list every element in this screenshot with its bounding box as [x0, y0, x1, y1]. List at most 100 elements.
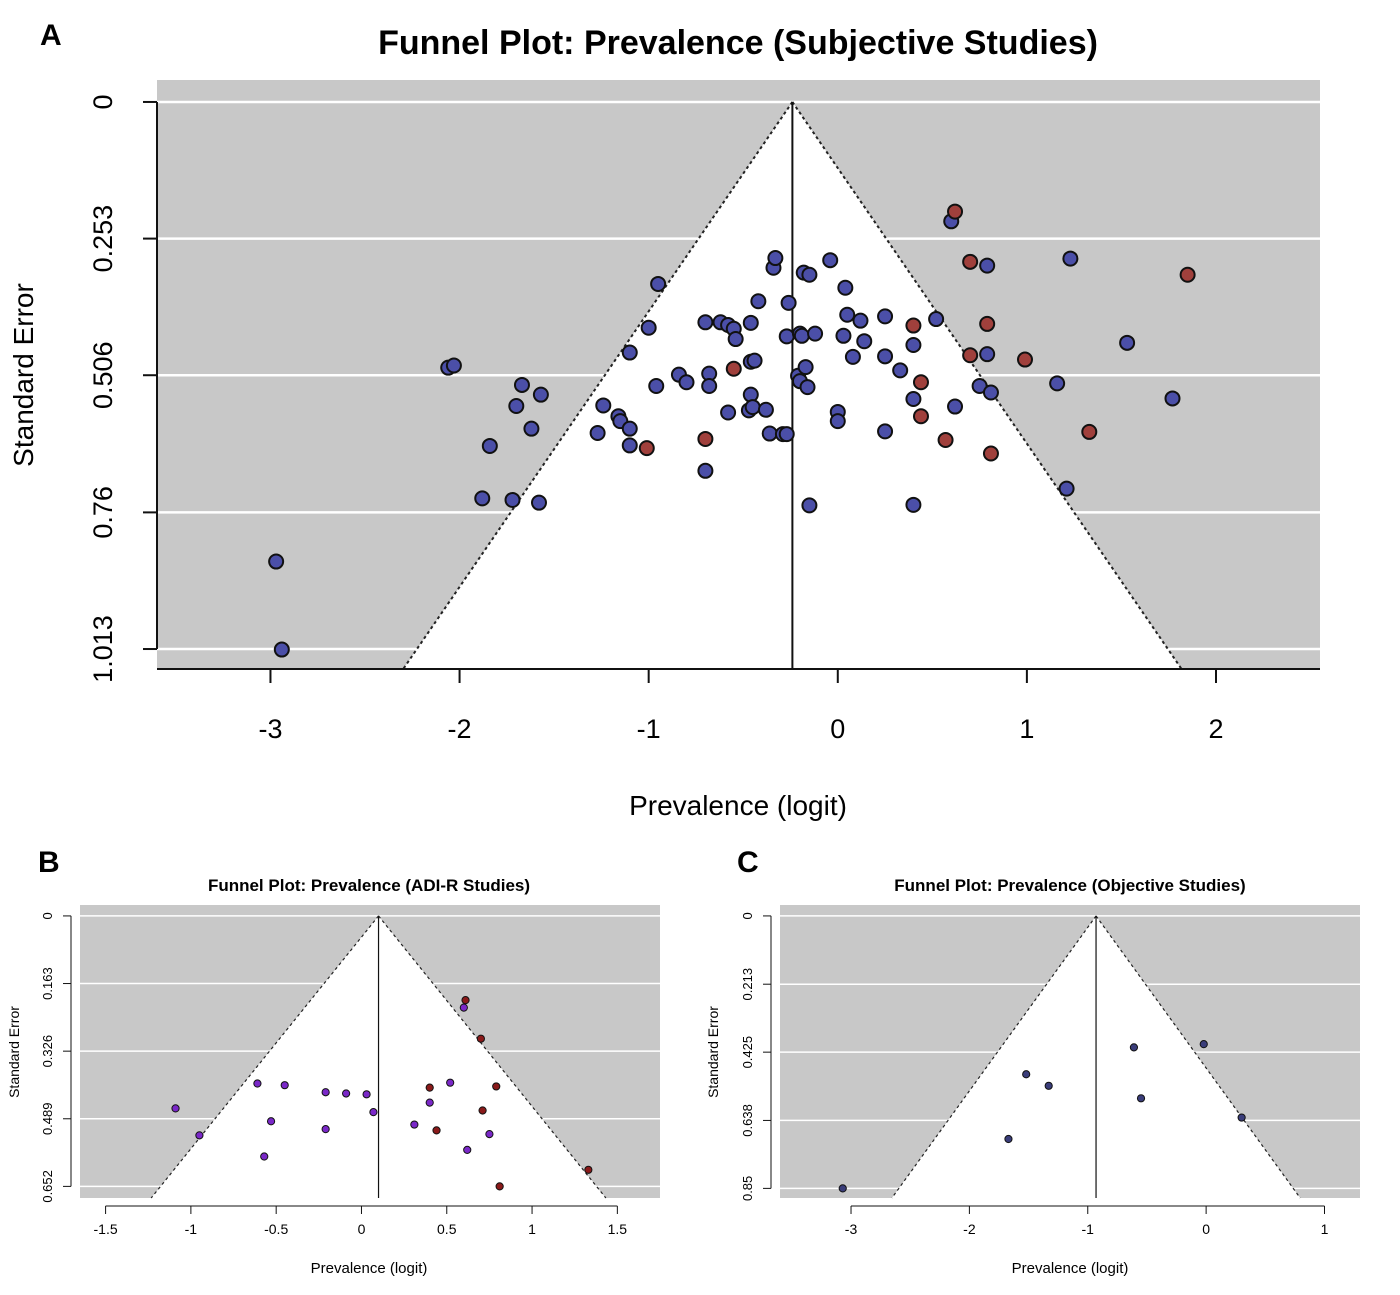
data-point — [877, 308, 894, 325]
data-point — [837, 279, 854, 296]
data-point — [905, 390, 922, 407]
data-point — [1136, 1094, 1146, 1103]
y-axis-label: Standard Error — [6, 1006, 22, 1098]
data-point — [621, 420, 638, 437]
x-tick-label: 0 — [1202, 1221, 1210, 1237]
data-point — [947, 203, 964, 220]
data-point — [1199, 1040, 1208, 1049]
funnel-left-edge — [402, 101, 794, 670]
data-point — [767, 250, 784, 267]
data-point — [260, 1152, 269, 1161]
x-tick-label: 0 — [358, 1221, 366, 1237]
y-tick-label: 0.85 — [740, 1176, 755, 1201]
data-point — [595, 397, 612, 414]
data-point — [720, 404, 737, 421]
panel-a-funnel-plot: -3 -2 -1 0 1 2 0 0.253 0.506 0.76 1.013 Funnel Plot… — [8, 24, 1320, 821]
data-point — [1179, 266, 1196, 283]
x-tick-label: -1 — [1082, 1221, 1095, 1237]
data-point — [266, 1117, 276, 1126]
data-point — [621, 437, 638, 454]
data-point — [369, 1108, 378, 1117]
y-axis-label: Standard Error — [705, 1006, 721, 1098]
data-point — [697, 314, 714, 331]
data-point — [432, 1126, 441, 1135]
y-tick-label: 1.013 — [88, 615, 118, 683]
data-point — [697, 462, 714, 479]
y-tick-label: 0.506 — [88, 341, 118, 409]
x-tick-label: 0 — [830, 714, 845, 744]
y-axis-label: Standard Error — [8, 283, 39, 467]
data-point — [852, 312, 869, 329]
funnel-right-edge — [378, 915, 607, 1199]
panel-c-funnel-plot: -3 -2 -1 0 1 0 0.213 0.425 0.638 0.85 Funnel Plot:… — [705, 876, 1360, 1277]
data-point — [905, 496, 922, 513]
funnel-left-edge — [150, 915, 379, 1199]
data-point — [838, 1184, 847, 1193]
data-point — [342, 1089, 351, 1098]
data-point — [778, 328, 795, 345]
data-point — [697, 430, 714, 447]
data-point — [928, 311, 945, 328]
data-point — [1081, 423, 1098, 440]
data-point — [912, 374, 929, 391]
data-point — [982, 445, 999, 462]
data-point — [1044, 1081, 1053, 1090]
y-tick-label: 0 — [88, 94, 118, 109]
y-tick-label: 0.163 — [40, 967, 55, 1000]
data-point — [801, 497, 818, 514]
data-point — [725, 360, 742, 377]
data-point — [425, 1083, 434, 1092]
data-point — [461, 996, 470, 1005]
data-point — [877, 348, 894, 365]
x-tick-label: 2 — [1208, 714, 1223, 744]
panel-letter-a: A — [40, 19, 62, 52]
chart-title: Funnel Plot: Prevalence (Subjective Stud… — [378, 24, 1098, 62]
data-point — [362, 1090, 371, 1099]
data-point — [912, 408, 929, 425]
data-point — [445, 357, 462, 374]
data-point — [962, 253, 979, 270]
data-point — [513, 376, 530, 393]
data-point — [171, 1104, 180, 1113]
data-point — [982, 384, 999, 401]
x-axis-label: Prevalence (logit) — [629, 790, 847, 821]
x-axis-label: Prevalence (logit) — [311, 1260, 428, 1277]
data-point — [195, 1131, 204, 1140]
data-point — [877, 423, 894, 440]
data-point — [797, 359, 814, 376]
data-point — [648, 378, 665, 395]
data-point — [905, 336, 922, 353]
y-tick-label: 0.652 — [40, 1170, 55, 1203]
data-point — [1004, 1134, 1013, 1144]
data-point — [1049, 375, 1066, 392]
data-point — [757, 401, 774, 418]
x-tick-label: -1.5 — [94, 1221, 118, 1237]
data-point — [589, 425, 606, 442]
data-point — [1022, 1070, 1031, 1079]
data-point — [504, 491, 521, 508]
data-point — [780, 294, 797, 311]
data-point — [253, 1079, 262, 1088]
chart-title: Funnel Plot: Prevalence (ADI-R Studies) — [208, 876, 530, 895]
data-point — [650, 275, 667, 292]
x-tick-label: 1 — [1321, 1221, 1329, 1237]
data-point — [485, 1130, 494, 1139]
data-point — [523, 420, 540, 437]
x-tick-label: 1 — [1019, 714, 1034, 744]
funnel-left-edge — [891, 915, 1097, 1199]
data-point — [807, 325, 824, 342]
data-point — [701, 378, 718, 395]
data-point — [829, 413, 846, 430]
data-point — [621, 344, 638, 361]
data-point — [446, 1078, 455, 1087]
data-point — [584, 1165, 593, 1174]
data-point — [474, 490, 491, 507]
y-tick-label: 0.326 — [40, 1035, 55, 1068]
x-tick-label: -2 — [448, 714, 472, 744]
data-point — [321, 1125, 330, 1134]
data-point — [638, 440, 655, 457]
data-point — [508, 398, 525, 415]
data-point — [761, 425, 778, 442]
data-point — [410, 1120, 419, 1129]
